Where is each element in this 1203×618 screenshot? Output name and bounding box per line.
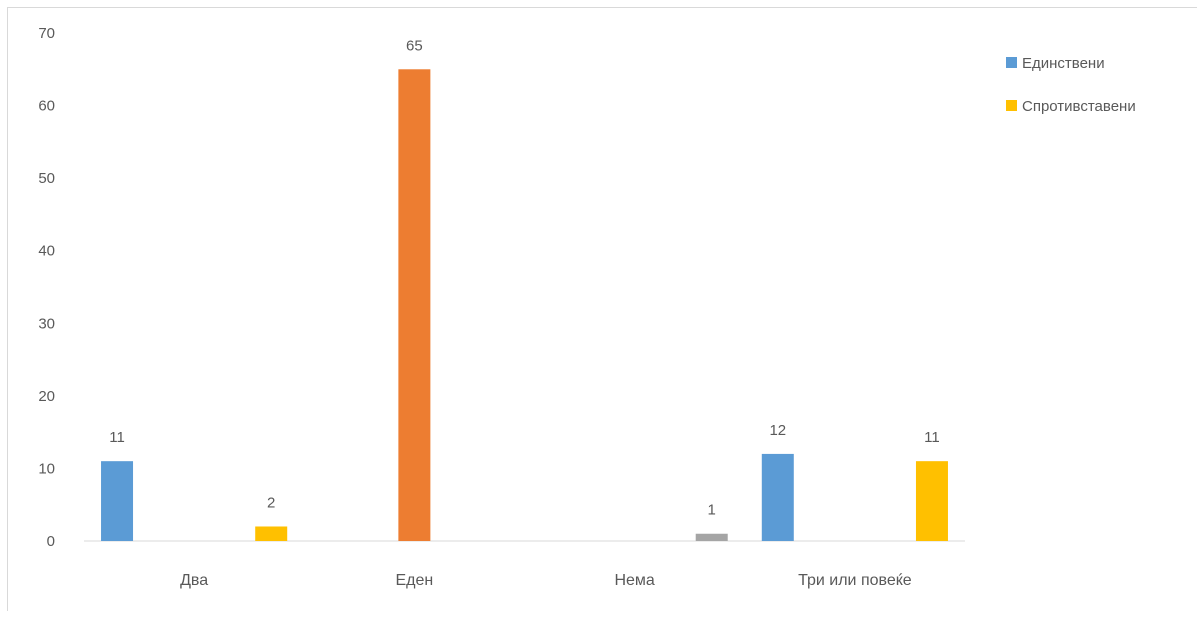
bar [915,461,948,541]
legend-swatch [1006,57,1017,68]
y-tick-label: 0 [47,533,55,550]
data-label: 11 [109,429,125,446]
legend-label: Спротивставени [1022,98,1136,115]
y-tick-label: 70 [38,25,55,42]
data-label: 65 [406,37,423,54]
bar [761,453,794,541]
legend: Единствени Спротивставени [1006,55,1136,115]
y-tick-label: 30 [38,315,55,332]
y-axis-ticks: 0 10 20 30 40 50 60 70 [38,25,55,550]
bar [255,526,288,541]
bar [398,69,431,542]
data-label: 1 [708,502,716,519]
y-tick-label: 10 [38,460,55,477]
legend-swatch [1006,100,1017,111]
x-category-label: Три или повеќе [798,572,912,589]
bar [695,533,728,541]
data-label: 11 [924,429,940,446]
x-axis-categories: Два Еден Нема Три или повеќе [180,572,912,589]
y-tick-label: 40 [38,243,55,260]
chart-frame [7,7,1197,611]
data-label: 12 [769,422,786,439]
x-category-label: Нема [614,572,654,589]
legend-label: Единствени [1022,55,1105,72]
x-category-label: Еден [396,572,434,589]
x-category-label: Два [180,572,208,589]
y-tick-label: 50 [38,170,55,187]
bar [101,461,134,541]
bars [101,69,948,542]
y-tick-label: 20 [38,388,55,405]
y-tick-label: 60 [38,98,55,115]
data-label: 2 [267,494,275,511]
